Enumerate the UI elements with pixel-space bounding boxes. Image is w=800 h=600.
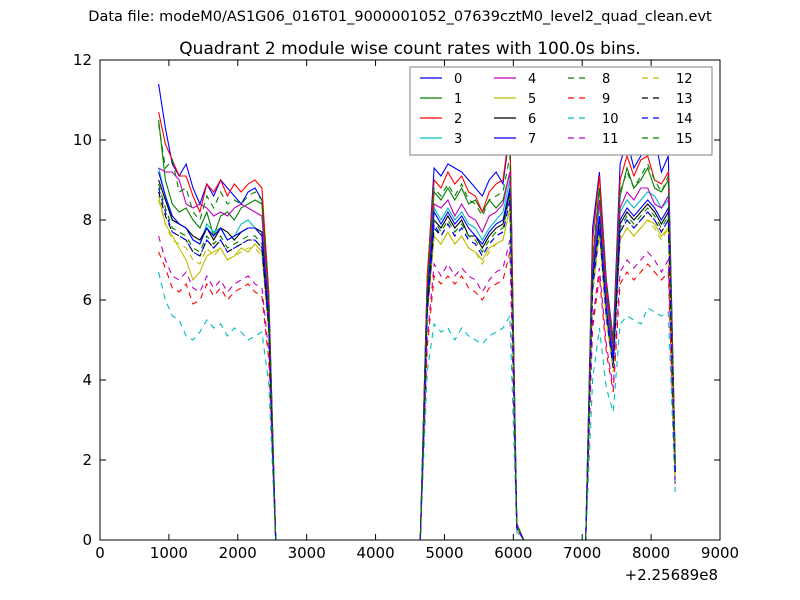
legend-label-14: 14 (676, 112, 693, 127)
x-tick-label: 3000 (288, 544, 326, 562)
x-tick-label: 0 (95, 544, 105, 562)
series-line-3 (158, 167, 676, 540)
series-line-10 (158, 271, 676, 540)
legend-frame (409, 66, 713, 156)
figure-suptitle: Data file: modeM0/AS1G06_016T01_90000010… (88, 9, 712, 25)
legend-label-13: 13 (676, 92, 693, 107)
chart-title: Quadrant 2 module wise count rates with … (179, 39, 640, 59)
x-tick-label: 7000 (563, 544, 601, 562)
legend-label-12: 12 (676, 72, 693, 87)
series-line-2 (158, 111, 676, 540)
series-line-0 (158, 83, 676, 540)
x-tick-label: 6000 (494, 544, 532, 562)
y-tick-label: 12 (73, 51, 92, 69)
ticks-layer: 0 1000 2000 3000 4000 5000 6000 7000 8000 9000 0 2 4… (73, 51, 739, 562)
x-tick-label: 5000 (425, 544, 463, 562)
series-line-9 (158, 251, 676, 540)
legend-label-6: 6 (528, 112, 536, 127)
legend-label-15: 15 (676, 132, 693, 147)
series-line-15 (158, 123, 676, 540)
legend-label-1: 1 (454, 92, 462, 107)
y-tick-label: 10 (73, 131, 92, 149)
x-tick-label: 8000 (632, 544, 670, 562)
y-tick-label: 2 (82, 451, 92, 469)
y-tick-label: 0 (82, 531, 92, 549)
legend-label-7: 7 (528, 132, 536, 147)
series-line-5 (158, 195, 676, 540)
x-offset-label: +2.25689e8 (625, 566, 718, 584)
series-line-11 (158, 235, 676, 540)
y-tick-label: 4 (82, 371, 92, 389)
x-tick-label: 9000 (701, 544, 739, 562)
y-tick-label: 8 (82, 211, 92, 229)
legend-label-0: 0 (454, 72, 462, 87)
series-line-7 (158, 171, 676, 540)
y-tick-label: 6 (82, 291, 92, 309)
x-tick-label: 4000 (356, 544, 394, 562)
series-layer (158, 83, 676, 540)
legend-label-4: 4 (528, 72, 536, 87)
x-tick-label: 1000 (150, 544, 188, 562)
series-line-8 (158, 183, 676, 540)
legend-label-11: 11 (602, 132, 619, 147)
legend-label-8: 8 (602, 72, 610, 87)
legend-label-9: 9 (602, 92, 610, 107)
series-line-4 (158, 167, 676, 540)
series-line-14 (158, 187, 676, 540)
x-tick-label: 2000 (219, 544, 257, 562)
legend-label-10: 10 (602, 112, 619, 127)
legend-label-2: 2 (454, 112, 462, 127)
legend-label-3: 3 (454, 132, 462, 147)
legend-label-5: 5 (528, 92, 536, 107)
series-line-12 (158, 199, 676, 540)
